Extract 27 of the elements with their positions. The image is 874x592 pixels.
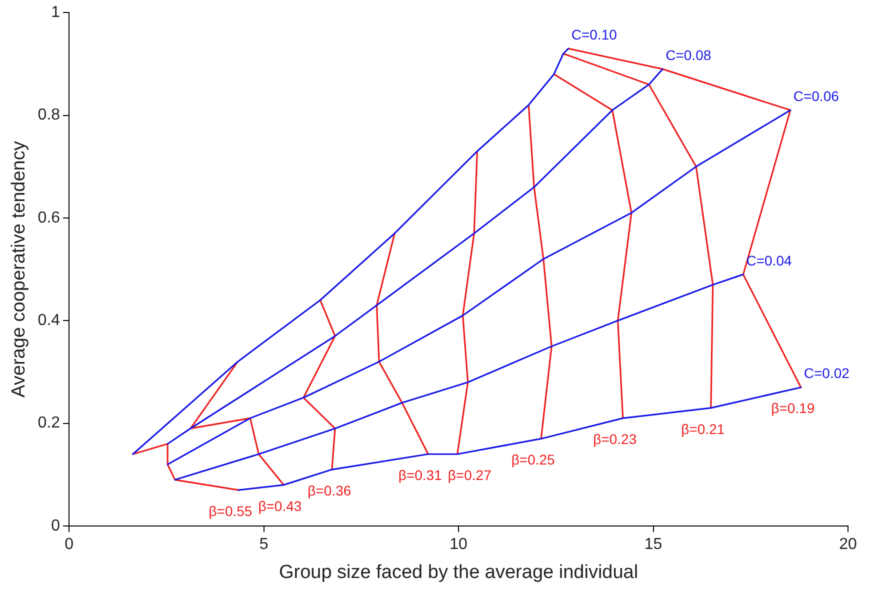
series-label: C=0.06 xyxy=(793,88,840,104)
series-label: C=0.08 xyxy=(666,46,712,63)
series-label: C=0.02 xyxy=(804,365,850,382)
y-tick-label: 0.6 xyxy=(38,209,60,226)
series-label: C=0.04 xyxy=(746,252,792,268)
series-label: β=0.23 xyxy=(593,431,637,448)
series-label: β=0.43 xyxy=(258,498,302,514)
x-axis-title: Group size faced by the average individual xyxy=(278,562,638,583)
x-tick-label: 20 xyxy=(839,536,857,554)
series-label: β=0.55 xyxy=(208,502,252,519)
y-tick-label: 0.8 xyxy=(38,106,60,124)
x-tick-label: 0 xyxy=(64,536,74,554)
x-tick-label: 10 xyxy=(450,536,468,554)
x-tick-label: 15 xyxy=(644,536,662,554)
series-label: β=0.31 xyxy=(398,466,442,483)
series-label: C=0.10 xyxy=(571,26,618,42)
y-tick-label: 0 xyxy=(51,517,60,534)
series-label: β=0.21 xyxy=(681,420,725,437)
series-label: β=0.19 xyxy=(771,400,815,416)
series-label: β=0.27 xyxy=(448,466,492,483)
y-tick-label: 0.4 xyxy=(38,312,60,330)
y-axis-title: Average cooperative tendency xyxy=(8,140,30,398)
series-label: β=0.25 xyxy=(511,452,556,468)
y-tick-label: 1 xyxy=(51,4,60,22)
x-tick-label: 5 xyxy=(259,536,268,554)
series-label: β=0.36 xyxy=(308,482,352,498)
y-tick-label: 0.2 xyxy=(38,414,60,432)
